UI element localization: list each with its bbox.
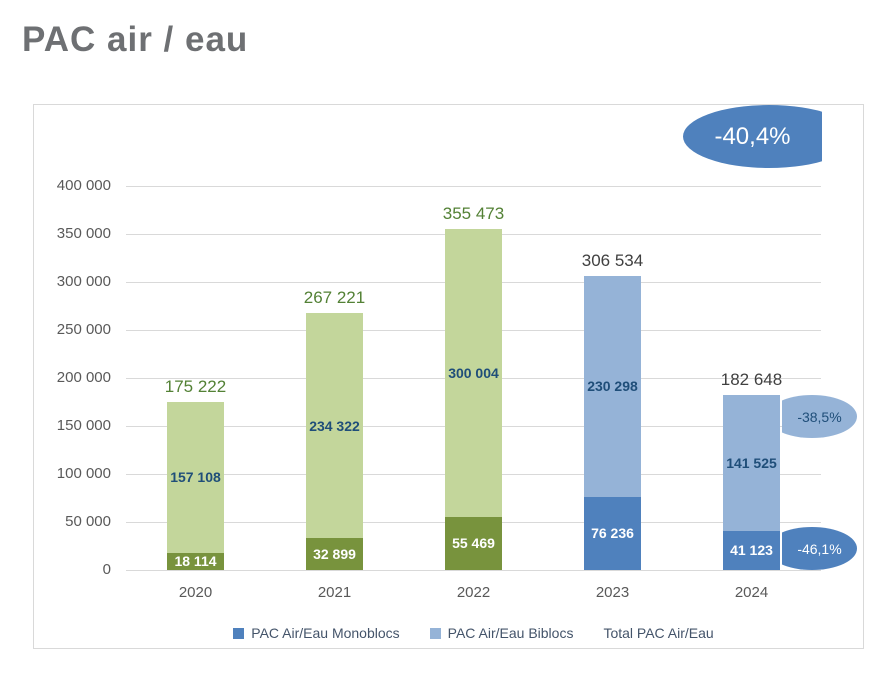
total-change-badge-shape bbox=[683, 105, 822, 168]
bar-value-biblocs-2020: 157 108 bbox=[170, 469, 221, 486]
y-axis-label-0: 0 bbox=[102, 561, 111, 578]
biblocs-change-badge-shape bbox=[782, 395, 857, 438]
legend-label-monoblocs: PAC Air/Eau Monoblocs bbox=[251, 625, 400, 641]
y-axis-label-300000: 300 000 bbox=[56, 273, 111, 290]
bar-value-monoblocs-2020: 18 114 bbox=[174, 553, 217, 570]
plot-area: 0 50 000 100 000 150 000 200 000 250 000 300 0… bbox=[34, 105, 863, 648]
bar-segment-monoblocs-2022: 55 469 bbox=[445, 516, 502, 570]
bar-value-monoblocs-2023: 76 236 bbox=[591, 525, 634, 542]
bar-segment-biblocs-2022: 300 004 bbox=[445, 228, 502, 517]
y-axis-label-400000: 400 000 bbox=[56, 177, 111, 194]
total-value-2020: 175 222 bbox=[164, 376, 227, 396]
total-value-2021: 267 221 bbox=[303, 288, 366, 308]
y-axis-label-100000: 100 000 bbox=[56, 465, 111, 482]
bar-value-monoblocs-2022: 55 469 bbox=[452, 535, 495, 552]
total-value-2024: 182 648 bbox=[720, 369, 783, 389]
bar-value-biblocs-2021: 234 322 bbox=[309, 417, 360, 434]
y-axis-label-50000: 50 000 bbox=[65, 513, 111, 530]
gridline-0 bbox=[126, 570, 821, 571]
x-axis-label-2022: 2022 bbox=[456, 584, 491, 601]
bar-segment-biblocs-2024: 141 525 bbox=[723, 394, 780, 531]
total-value-2023: 306 534 bbox=[581, 250, 644, 270]
bar-segment-monoblocs-2023: 76 236 bbox=[584, 496, 641, 570]
legend-item-total: Total PAC Air/Eau bbox=[603, 625, 713, 641]
monoblocs-change-badge-shape bbox=[782, 527, 857, 570]
y-axis-label-250000: 250 000 bbox=[56, 321, 111, 338]
gridline-400000 bbox=[126, 186, 821, 187]
bar-segment-biblocs-2021: 234 322 bbox=[306, 313, 363, 539]
bar-segment-biblocs-2020: 157 108 bbox=[167, 401, 224, 553]
x-axis-label-2020: 2020 bbox=[178, 584, 213, 601]
legend-label-total: Total PAC Air/Eau bbox=[603, 625, 714, 641]
monoblocs-change-badge: -46,1% bbox=[782, 527, 857, 570]
bar-segment-monoblocs-2020: 18 114 bbox=[167, 552, 224, 570]
y-axis-label-350000: 350 000 bbox=[56, 225, 111, 242]
legend-item-monoblocs: PAC Air/Eau Monoblocs bbox=[233, 625, 400, 641]
total-change-value: -40,4% bbox=[714, 122, 791, 150]
legend-item-biblocs: PAC Air/Eau Biblocs bbox=[429, 625, 574, 641]
page-title: PAC air / eau bbox=[22, 20, 249, 59]
legend: PAC Air/Eau Monoblocs PAC Air/Eau Bibloc… bbox=[126, 622, 821, 644]
monoblocs-change-value: -46,1% bbox=[797, 540, 842, 557]
y-axis-label-150000: 150 000 bbox=[56, 417, 111, 434]
bar-segment-monoblocs-2021: 32 899 bbox=[306, 538, 363, 570]
x-axis-label-2021: 2021 bbox=[317, 584, 352, 601]
legend-label-biblocs: PAC Air/Eau Biblocs bbox=[447, 625, 574, 641]
total-change-badge: -40,4% bbox=[683, 105, 822, 168]
chart-container: 0 50 000 100 000 150 000 200 000 250 000 300 0… bbox=[33, 104, 864, 649]
x-axis-label-2023: 2023 bbox=[595, 584, 630, 601]
bar-segment-monoblocs-2024: 41 123 bbox=[723, 530, 780, 570]
bar-segment-biblocs-2023: 230 298 bbox=[584, 275, 641, 497]
biblocs-swatch-icon bbox=[429, 627, 441, 639]
y-axis-label-200000: 200 000 bbox=[56, 369, 111, 386]
x-axis-label-2024: 2024 bbox=[734, 584, 769, 601]
bar-value-biblocs-2024: 141 525 bbox=[726, 454, 777, 471]
bar-value-monoblocs-2021: 32 899 bbox=[313, 546, 356, 563]
total-value-2022: 355 473 bbox=[442, 203, 505, 223]
biblocs-change-badge: -38,5% bbox=[782, 395, 857, 438]
monoblocs-swatch-icon bbox=[233, 627, 245, 639]
bar-value-biblocs-2022: 300 004 bbox=[448, 364, 499, 381]
bar-value-monoblocs-2024: 41 123 bbox=[730, 542, 773, 559]
bar-value-biblocs-2023: 230 298 bbox=[587, 378, 638, 395]
biblocs-change-value: -38,5% bbox=[797, 408, 842, 425]
